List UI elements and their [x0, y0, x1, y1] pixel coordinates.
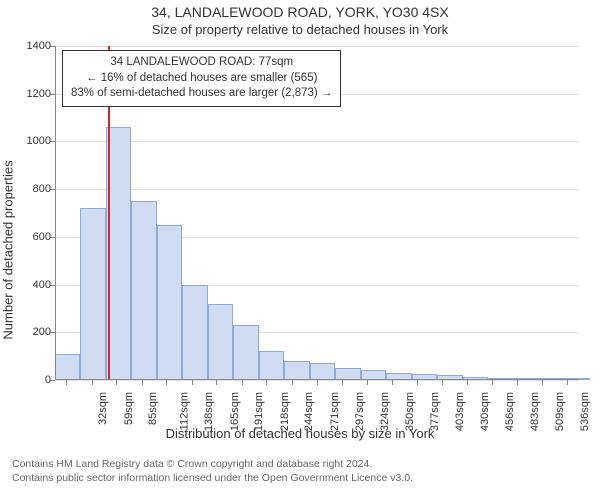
annotation-line: 34 LANDALEWOOD ROAD: 77sqm: [71, 55, 332, 71]
footer-line-1: Contains HM Land Registry data © Crown c…: [12, 458, 413, 472]
histogram-bar: [157, 225, 182, 380]
gridline: [55, 141, 579, 142]
y-tick-label: 800: [33, 183, 55, 195]
histogram-bar: [182, 285, 207, 380]
y-tick-label: 1200: [27, 88, 55, 100]
histogram-bar: [284, 361, 309, 380]
histogram-bar: [131, 201, 156, 380]
page-title: 34, LANDALEWOOD ROAD, YORK, YO30 4SX: [0, 4, 600, 20]
footer-line-2: Contains public sector information licen…: [12, 472, 413, 486]
histogram-bar: [55, 354, 80, 380]
x-tick-label: 112sqm: [178, 392, 190, 430]
annotation-line: ← 16% of detached houses are smaller (56…: [71, 71, 332, 87]
y-tick-label: 0: [45, 374, 55, 386]
gridline: [55, 46, 579, 47]
x-tick-label: 85sqm: [147, 392, 159, 425]
histogram-bar: [233, 325, 258, 380]
y-tick-label: 200: [33, 326, 55, 338]
page-subtitle: Size of property relative to detached ho…: [0, 22, 600, 37]
y-axis-label: Number of detached properties: [1, 160, 16, 339]
y-tick-label: 1400: [27, 40, 55, 52]
histogram-bar: [208, 304, 233, 380]
histogram-bar: [310, 363, 335, 380]
x-axis-label: Distribution of detached houses by size …: [0, 426, 600, 441]
gridline: [55, 189, 579, 190]
histogram-bar: [80, 208, 105, 380]
y-tick-label: 400: [33, 279, 55, 291]
y-tick-label: 1000: [27, 135, 55, 147]
x-tick-label: 32sqm: [97, 392, 109, 425]
annotation-line: 83% of semi-detached houses are larger (…: [71, 86, 332, 102]
x-tick-label: 59sqm: [123, 392, 135, 425]
annotation-box: 34 LANDALEWOOD ROAD: 77sqm← 16% of detac…: [62, 50, 341, 107]
histogram-bar: [259, 351, 284, 380]
y-tick-label: 600: [33, 231, 55, 243]
